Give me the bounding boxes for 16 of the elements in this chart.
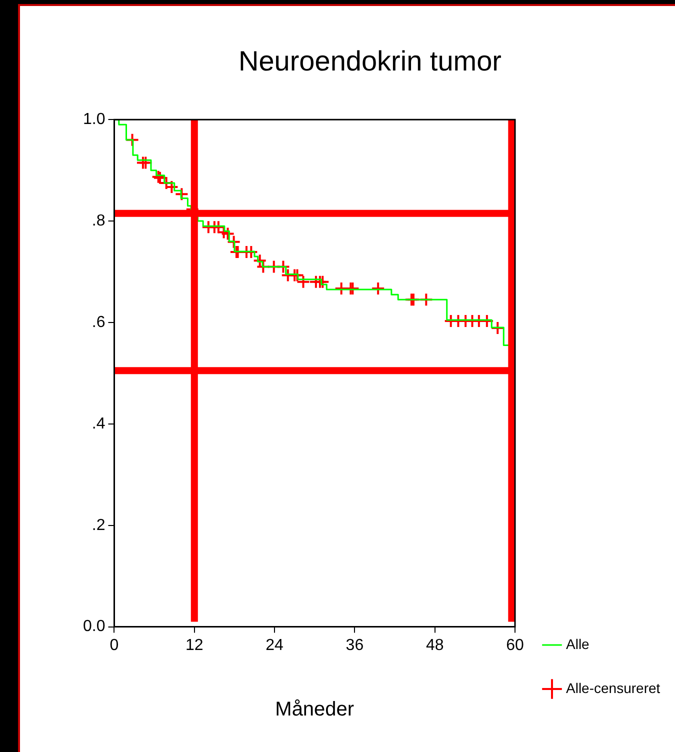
y-tick-label: 1.0 [82, 111, 106, 128]
legend-label: Alle [566, 636, 590, 652]
x-tick-label: 36 [346, 636, 364, 654]
y-tick-label: .8 [92, 212, 106, 230]
legend-label: Alle-censureret [566, 680, 660, 696]
x-tick-label: 12 [185, 636, 204, 654]
chart-title: Neuroendokrin tumor [238, 46, 502, 77]
x-axis-title: Måneder [275, 698, 354, 721]
y-tick-label: 0.0 [82, 618, 106, 636]
x-tick-label: 60 [506, 636, 524, 654]
x-tick-label: 48 [426, 636, 444, 654]
y-tick-label: .6 [92, 314, 106, 331]
x-tick-label: 0 [110, 636, 119, 654]
x-tick-label: 24 [266, 636, 284, 654]
y-tick-label: .4 [92, 415, 106, 432]
y-tick-label: .2 [92, 516, 106, 534]
